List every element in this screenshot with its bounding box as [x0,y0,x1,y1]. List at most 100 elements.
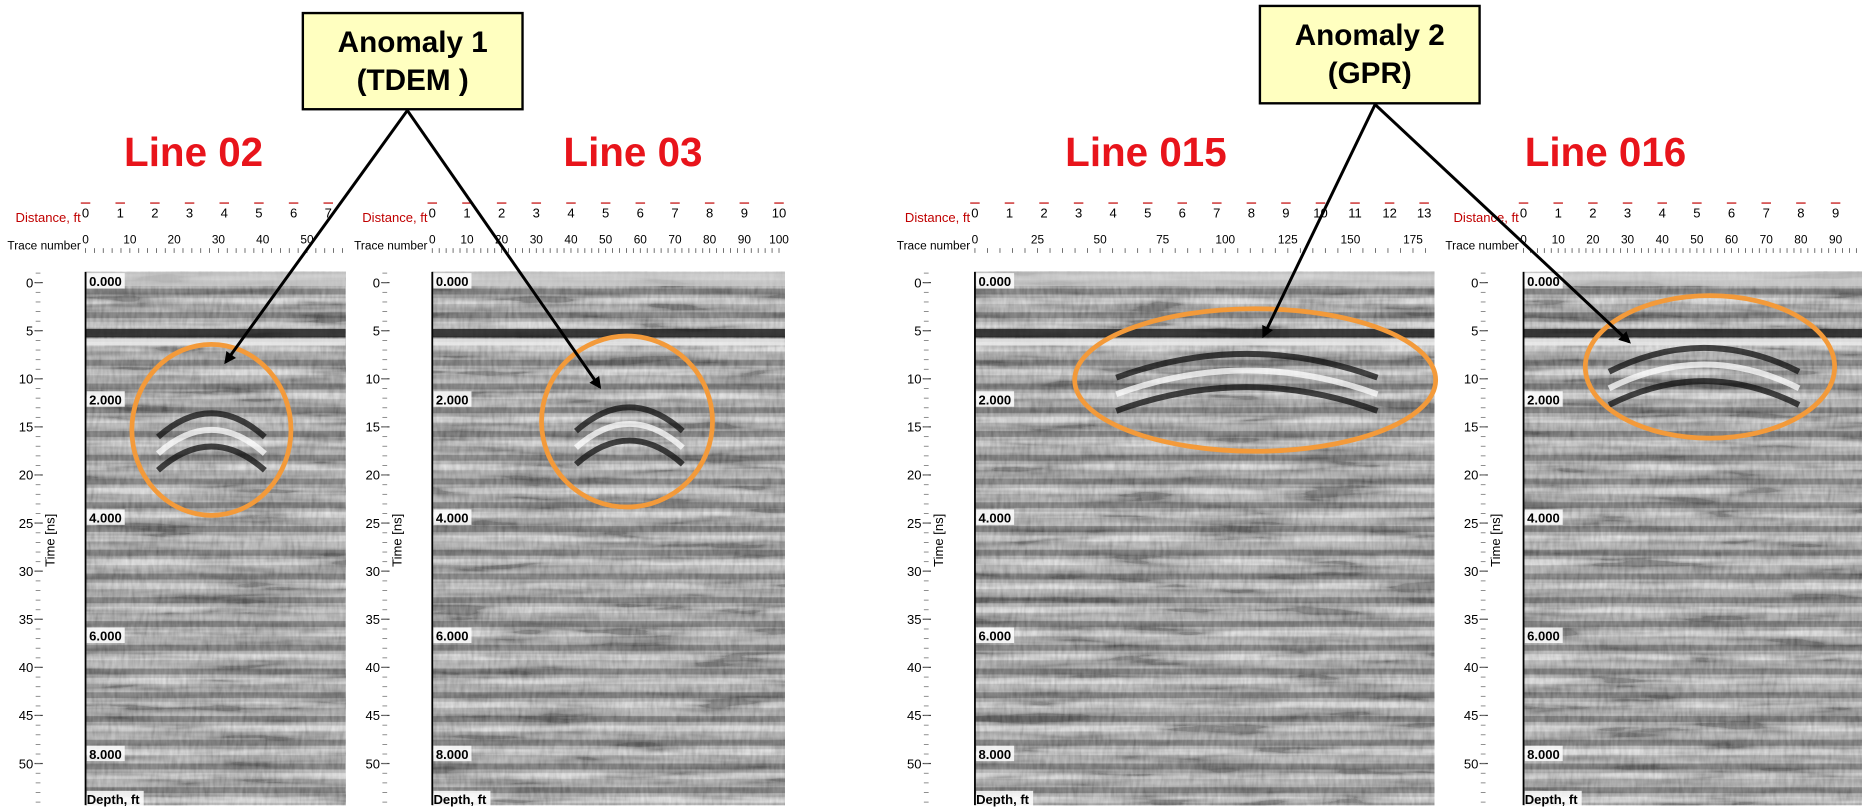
figure: 0.000 2.000 4.000 6.000 8.000 Depth, ft Line 0… [0,0,1862,809]
depth-label: 0.000 [436,274,469,289]
distance-tick-label: 4 [1110,205,1117,220]
time-axis-title: Time [ns] [43,514,58,567]
trace-tick-label: 30 [1621,232,1635,246]
callout-text: (TDEM ) [357,64,469,97]
depth-label: 4.000 [978,510,1011,525]
distance-tick-label: 5 [602,205,609,220]
trace-tick-label: 10 [1552,232,1566,246]
depth-axis-title: Depth, ft [976,792,1030,807]
depth-label: 8.000 [978,747,1011,762]
trace-tick-label: 100 [1215,232,1235,246]
distance-tick-label: 5 [255,205,262,220]
distance-tick-label: 3 [1075,205,1082,220]
distance-tick-label: 2 [1040,205,1047,220]
time-tick-label: 25 [366,516,381,531]
depth-label: 2.000 [89,392,122,407]
trace-tick-label: 0 [429,232,436,246]
depth-label: 0.000 [1527,274,1560,289]
trace-label: Trace number [354,238,427,252]
trace-tick-label: 10 [123,232,137,246]
depth-label: 0.000 [978,274,1011,289]
time-tick-label: 50 [1464,756,1479,771]
time-tick-label: 45 [907,708,922,723]
distance-tick-label: 4 [567,205,574,220]
time-tick-label: 25 [1464,516,1479,531]
time-axis-title: Time [ns] [931,514,946,567]
time-tick-label: 40 [907,660,922,675]
distance-tick-label: 0 [82,205,89,220]
depth-label: 4.000 [1527,510,1560,525]
panel-title: Line 02 [124,129,263,175]
distance-tick-label: 4 [221,205,228,220]
time-tick-label: 10 [366,372,381,387]
trace-tick-label: 30 [212,232,226,246]
time-tick-label: 10 [907,372,922,387]
trace-tick-label: 90 [1829,232,1843,246]
distance-tick-label: 8 [1248,205,1255,220]
trace-tick-label: 100 [769,232,789,246]
time-tick-label: 20 [1464,468,1479,483]
time-tick-label: 0 [1471,275,1478,290]
time-tick-label: 5 [1471,323,1478,338]
distance-tick-label: 1 [1006,205,1013,220]
distance-tick-label: 1 [1555,205,1562,220]
time-tick-label: 5 [26,323,33,338]
distance-tick-label: 8 [706,205,713,220]
depth-label: 2.000 [978,392,1011,407]
trace-tick-label: 20 [168,232,182,246]
time-tick-label: 15 [1464,420,1479,435]
callout-text: Anomaly 2 [1295,19,1445,52]
time-tick-label: 50 [907,756,922,771]
trace-tick-label: 80 [1794,232,1808,246]
distance-tick-label: 7 [1763,205,1770,220]
distance-tick-label: 2 [1589,205,1596,220]
page: {"callouts":[{"lines":["Anomaly 1","(TDE… [0,0,1862,809]
trace-tick-label: 75 [1156,232,1170,246]
panel-title: Line 016 [1525,129,1687,175]
distance-tick-label: 3 [186,205,193,220]
time-tick-label: 35 [1464,612,1479,627]
time-tick-label: 35 [366,612,381,627]
trace-label: Trace number [897,238,970,252]
radargram-fine [432,272,785,805]
distance-tick-label: 1 [463,205,470,220]
trace-tick-label: 125 [1278,232,1298,246]
depth-label: 0.000 [89,274,122,289]
time-tick-label: 0 [26,275,33,290]
distance-tick-label: 9 [741,205,748,220]
direct-wave-white [1524,338,1862,345]
distance-tick-label: 1 [117,205,124,220]
distance-tick-label: 3 [1624,205,1631,220]
time-tick-label: 25 [907,516,922,531]
distance-tick-label: 0 [429,205,436,220]
time-tick-label: 20 [366,468,381,483]
time-tick-label: 50 [366,756,381,771]
distance-tick-label: 5 [1144,205,1151,220]
distance-tick-label: 10 [772,205,787,220]
time-tick-label: 30 [366,564,381,579]
distance-label: Distance, ft [362,210,428,225]
distance-tick-label: 2 [151,205,158,220]
callout-text: Anomaly 1 [338,26,488,59]
trace-tick-label: 40 [256,232,270,246]
time-tick-label: 5 [373,323,380,338]
time-tick-label: 0 [914,275,921,290]
time-tick-label: 45 [366,708,381,723]
trace-tick-label: 80 [703,232,717,246]
radargram-fine [1524,272,1862,805]
trace-tick-label: 50 [1690,232,1704,246]
time-tick-label: 20 [907,468,922,483]
time-tick-label: 10 [1464,372,1479,387]
distance-tick-label: 9 [1282,205,1289,220]
trace-tick-label: 20 [1586,232,1600,246]
panel-title: Line 03 [563,129,702,175]
depth-label: 6.000 [436,629,469,644]
distance-tick-label: 7 [671,205,678,220]
distance-tick-label: 5 [1693,205,1700,220]
distance-tick-label: 0 [971,205,978,220]
time-tick-label: 20 [19,468,34,483]
distance-tick-label: 9 [1832,205,1839,220]
depth-label: 4.000 [89,510,122,525]
time-tick-label: 0 [373,275,380,290]
distance-label: Distance, ft [905,210,971,225]
